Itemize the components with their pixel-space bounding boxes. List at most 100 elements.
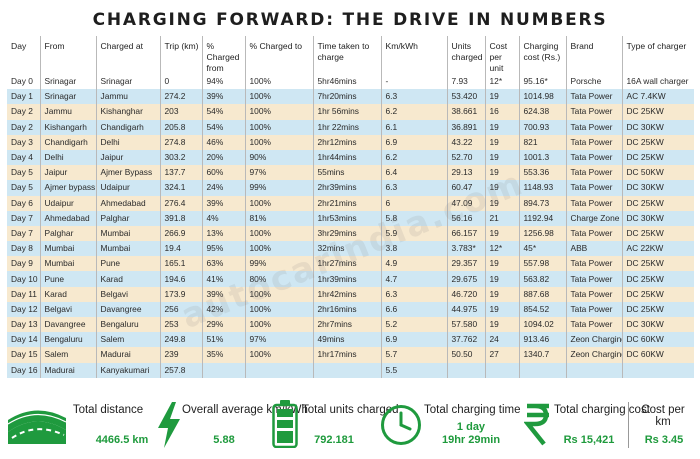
table-cell: Palghar [39, 225, 96, 242]
table-cell: 700.93 [518, 119, 566, 135]
table-cell: 43.22 [446, 134, 485, 150]
table-cell: 173.9 [159, 286, 202, 302]
stat-distance: Total distance 4466.5 km [8, 396, 148, 456]
table-cell: 3.8 [380, 241, 447, 257]
table-cell: Day 12 [7, 301, 40, 317]
stat-units: Total units charged 792.181 [272, 396, 399, 456]
table-cell: Tata Power [565, 165, 622, 181]
table-cell: 257.8 [159, 362, 202, 378]
table-cell: Mumbai [39, 256, 96, 272]
table-cell: 324.1 [159, 180, 202, 196]
table-row: Day 2 Jammu Kishanghar 203 54% 100% 1hr 56mins… [7, 104, 694, 120]
table-cell: 94% [201, 74, 245, 90]
table-cell: 391.8 [159, 210, 202, 226]
table-cell: 24 [484, 332, 519, 348]
table-row: Day 6 Udaipur Ahmedabad 276.4 39% 100% 2hr21mi… [7, 195, 694, 211]
col-units: Units charged [446, 36, 485, 74]
table-cell: Day 7 [7, 225, 40, 242]
table-cell: 27 [484, 347, 519, 363]
distance-label: Total distance [72, 404, 144, 416]
stat-cost-per-km: Cost per km Rs 3.45 [632, 396, 696, 456]
col-cost-unit: Cost per unit [484, 36, 519, 74]
table-cell: 3.783* [446, 241, 485, 257]
table-cell: 32mins [312, 241, 381, 257]
table-cell: 38.661 [446, 104, 485, 120]
table-cell: 16A wall charger [621, 74, 694, 90]
table-cell: DC 25KW [621, 195, 694, 211]
table-cell: 19 [484, 149, 519, 166]
table-cell: ABB [565, 241, 622, 257]
table-cell: Zeon Charging [565, 347, 622, 363]
table-cell: 12* [484, 241, 519, 257]
table-cell: 1hr27mins [312, 256, 381, 272]
table-row: Day 12 Belgavi Davangree 256 42% 100% 2hr16min… [7, 301, 694, 317]
table-cell: Tata Power [565, 195, 622, 211]
table-cell: 1hr 56mins [312, 104, 381, 120]
table-cell: Delhi [95, 134, 160, 150]
table-cell: 6.9 [380, 332, 447, 348]
table-cell: DC 25KW [621, 104, 694, 120]
table-cell: Jaipur [39, 165, 96, 181]
time-label: Total charging time [424, 404, 521, 416]
table-cell: 19 [484, 286, 519, 302]
table-cell: 4% [201, 210, 245, 226]
table-cell: Ajmer Bypass [95, 165, 160, 181]
table-cell: Charge Zone [565, 210, 622, 226]
table-cell: 2hr39mins [312, 180, 381, 196]
table-cell: Tata Power [565, 256, 622, 272]
col-charged-from: % Charged from [201, 36, 245, 74]
table-cell: 19 [484, 165, 519, 181]
rupee-icon [524, 403, 549, 446]
table-cell: 80% [244, 271, 313, 287]
table-cell: 6.4 [380, 165, 447, 181]
table-row: Day 10 Pune Karad 194.6 41% 80% 1hr39mins 4.7 29… [7, 271, 694, 287]
table-cell: Day 14 [7, 332, 40, 348]
table-cell: 99% [244, 256, 313, 272]
table-cell: 5.2 [380, 317, 447, 333]
table-cell: Day 15 [7, 347, 40, 363]
table-cell: Udaipur [39, 195, 96, 211]
road-icon [8, 410, 66, 444]
table-cell: 854.52 [518, 301, 566, 317]
cost-label: Total charging cost [554, 404, 650, 416]
battery-icon [272, 400, 298, 448]
table-cell: 99% [244, 180, 313, 196]
table-cell: Davangree [95, 301, 160, 317]
col-charging-cost: Charging cost (Rs.) [518, 36, 566, 74]
table-cell: 100% [244, 241, 313, 257]
table-cell: Bengaluru [95, 317, 160, 333]
table-cell: 81% [244, 210, 313, 226]
table-cell: 1094.02 [518, 317, 566, 333]
table-cell: 24% [201, 180, 245, 196]
stat-time: Total charging time 1 day 19hr 29min [380, 396, 521, 456]
table-cell: 29.13 [446, 165, 485, 181]
table-cell: Day 7 [7, 210, 40, 226]
table-row: Day 5 Ajmer bypass Udaipur 324.1 24% 99% 2hr39… [7, 180, 694, 196]
table-cell: 1hr44mins [312, 149, 381, 166]
table-row: Day 13 Davangree Bengaluru 253 29% 100% 2hr7mi… [7, 317, 694, 333]
table-cell: 95% [201, 241, 245, 257]
table-cell: 35% [201, 347, 245, 363]
table-cell: 887.68 [518, 286, 566, 302]
table-row: Day 11 Karad Belgavi 173.9 39% 100% 1hr42mins 6… [7, 286, 694, 302]
table-cell: 249.8 [159, 332, 202, 348]
col-charged-at: Charged at [95, 36, 160, 74]
table-cell: Day 0 [7, 74, 40, 90]
table-cell: Day 4 [7, 149, 40, 166]
table-cell: 137.7 [159, 165, 202, 181]
table-cell [244, 362, 313, 378]
table-cell [312, 362, 381, 378]
table-cell: 47.09 [446, 195, 485, 211]
table-cell: 253 [159, 317, 202, 333]
table-cell: DC 25KW [621, 134, 694, 150]
stat-cost: Total charging cost Rs 15,421 [524, 396, 650, 456]
table-cell: Day 6 [7, 195, 40, 211]
table-cell: Tata Power [565, 225, 622, 242]
table-cell: 4.9 [380, 256, 447, 272]
table-cell: 97% [244, 332, 313, 348]
table-row: Day 14 Bengaluru Salem 249.8 51% 97% 49mins 6.9… [7, 332, 694, 348]
table-cell: Madurai [95, 347, 160, 363]
table-cell: 274.2 [159, 89, 202, 105]
table-cell: 41% [201, 271, 245, 287]
table-cell: 39% [201, 89, 245, 105]
